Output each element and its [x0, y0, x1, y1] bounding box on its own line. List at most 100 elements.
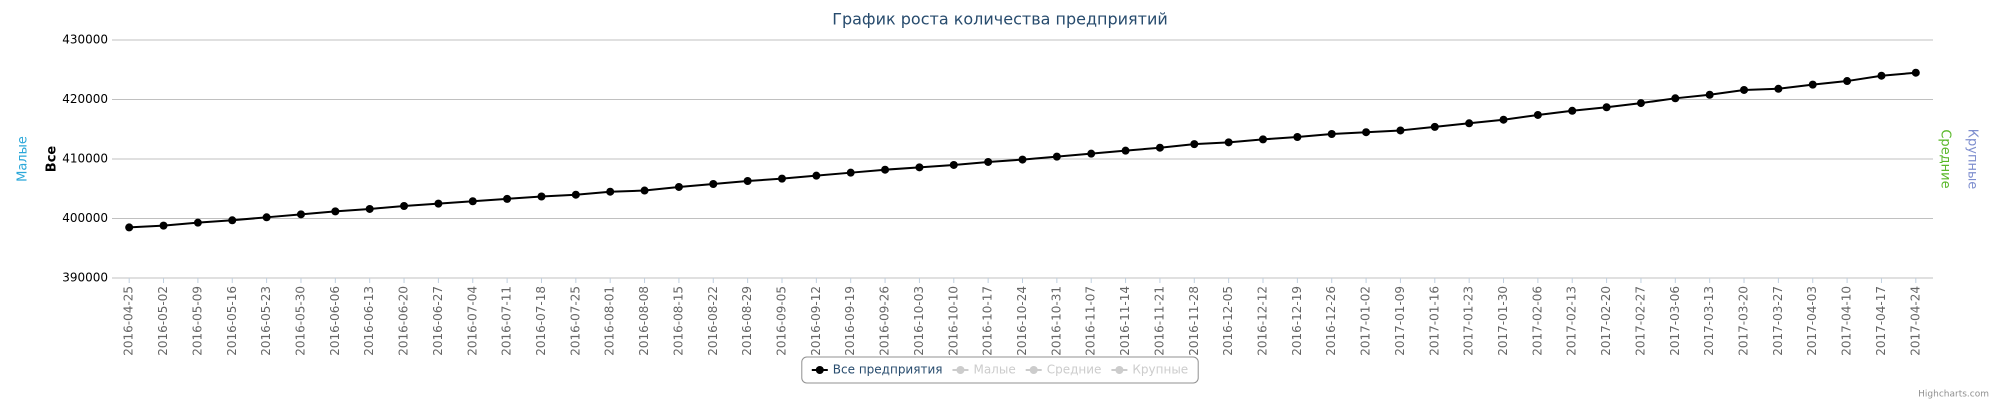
point-marker — [400, 202, 409, 211]
x-tick-label: 2016-06-13 — [362, 286, 376, 356]
x-tick-label: 2016-12-26 — [1324, 286, 1338, 356]
point-marker — [1705, 90, 1714, 99]
x-tick-label: 2016-07-04 — [465, 286, 479, 356]
x-tick-label: 2017-01-02 — [1359, 286, 1373, 356]
point-marker — [125, 223, 134, 232]
legend-label: Все предприятия — [833, 363, 943, 377]
point-marker — [1087, 149, 1096, 158]
x-tick-label: 2016-11-21 — [1152, 286, 1166, 356]
x-tick-label: 2017-01-09 — [1393, 286, 1407, 356]
point-marker — [1224, 138, 1233, 147]
legend-symbol — [1029, 366, 1038, 374]
x-tick-label: 2016-11-28 — [1187, 286, 1201, 356]
x-tick-label: 2016-05-23 — [259, 286, 273, 356]
point-marker — [1293, 132, 1302, 141]
legend-label: Малые — [973, 363, 1015, 377]
x-tick-label: 2016-08-01 — [603, 286, 617, 356]
x-tick-label: 2017-02-13 — [1565, 286, 1579, 356]
x-tick-label: 2017-04-24 — [1908, 286, 1922, 356]
series-line — [129, 71, 1916, 229]
point-marker — [262, 213, 271, 222]
point-marker — [812, 171, 821, 180]
axis-title: Малые — [16, 136, 31, 182]
x-tick-label: 2016-10-31 — [1049, 286, 1063, 356]
point-marker — [1533, 110, 1542, 119]
point-marker — [949, 160, 958, 169]
x-tick-label: 2016-09-19 — [843, 286, 857, 356]
x-tick-label: 2017-04-17 — [1874, 286, 1888, 356]
x-tick-label: 2016-08-08 — [637, 286, 651, 356]
x-tick-label: 2016-08-15 — [671, 286, 685, 356]
point-marker — [434, 199, 443, 208]
point-marker — [1911, 68, 1920, 77]
point-marker — [228, 216, 237, 225]
x-tick-label: 2017-03-06 — [1668, 286, 1682, 356]
point-marker — [503, 194, 512, 203]
point-marker — [159, 221, 168, 230]
x-tick-label: 2016-06-27 — [431, 286, 445, 356]
point-marker — [1499, 115, 1508, 124]
point-marker — [1808, 80, 1817, 89]
y-tick-label: 430000 — [62, 33, 108, 47]
x-tick-label: 2016-09-05 — [774, 286, 788, 356]
point-marker — [537, 192, 546, 201]
point-marker — [1774, 84, 1783, 93]
point-marker — [1190, 140, 1199, 149]
x-tick-label: 2017-01-16 — [1427, 286, 1441, 356]
x-tick-label: 2016-07-25 — [568, 286, 582, 356]
point-marker — [1362, 128, 1371, 137]
y-tick-label: 400000 — [62, 211, 108, 225]
point-marker — [1602, 103, 1611, 112]
x-tick-label: 2016-05-16 — [225, 286, 239, 356]
x-tick-label: 2017-01-30 — [1496, 286, 1510, 356]
point-marker — [1327, 130, 1336, 139]
x-tick-label: 2016-07-18 — [534, 286, 548, 356]
legend-item[interactable]: Средние — [1025, 363, 1102, 377]
point-marker — [1259, 135, 1268, 144]
x-tick-label: 2016-08-22 — [706, 286, 720, 356]
x-tick-label: 2016-12-12 — [1256, 286, 1270, 356]
point-marker — [743, 177, 752, 186]
axis-title: Крупные — [1965, 129, 1980, 189]
x-tick-label: 2017-03-27 — [1771, 286, 1785, 356]
x-tick-label: 2016-05-02 — [156, 286, 170, 356]
x-tick-label: 2016-07-11 — [500, 286, 514, 356]
legend-item[interactable]: Крупные — [1111, 363, 1188, 377]
x-tick-label: 2016-10-10 — [946, 286, 960, 356]
x-tick-label: 2017-03-13 — [1702, 286, 1716, 356]
legend-box — [801, 356, 1199, 384]
x-tick-label: 2017-04-10 — [1840, 286, 1854, 356]
x-tick-label: 2016-09-26 — [878, 286, 892, 356]
x-tick-label: 2016-10-24 — [1015, 286, 1029, 356]
point-marker — [1396, 126, 1405, 135]
axis-title: Все — [45, 146, 60, 173]
legend-label: Крупные — [1132, 363, 1188, 377]
x-tick-label: 2016-05-09 — [190, 286, 204, 356]
point-marker — [674, 182, 683, 191]
point-marker — [468, 197, 477, 206]
credits[interactable]: Highcharts.com — [1918, 390, 1989, 400]
legend: Все предприятия Малые Средние Крупные — [801, 356, 1199, 384]
point-marker — [296, 210, 305, 219]
legend-item[interactable]: Все предприятия — [811, 363, 943, 377]
axis-title: Средние — [1938, 129, 1953, 188]
point-marker — [365, 204, 374, 213]
x-tick-label: 2017-03-20 — [1737, 286, 1751, 356]
x-tick-label: 2017-01-23 — [1462, 286, 1476, 356]
point-marker — [881, 165, 890, 174]
point-marker — [777, 174, 786, 183]
x-tick-label: 2016-10-03 — [912, 286, 926, 356]
point-marker — [1018, 155, 1027, 164]
point-marker — [709, 179, 718, 188]
point-marker — [1671, 94, 1680, 103]
y-tick-label: 410000 — [62, 152, 108, 166]
legend-item[interactable]: Малые — [952, 363, 1016, 377]
point-marker — [1052, 152, 1061, 161]
point-marker — [1740, 85, 1749, 94]
x-tick-label: 2016-08-29 — [740, 286, 754, 356]
legend-label: Средние — [1047, 363, 1102, 377]
point-marker — [984, 157, 993, 166]
x-tick-label: 2016-05-30 — [293, 286, 307, 356]
x-tick-label: 2016-06-20 — [397, 286, 411, 356]
